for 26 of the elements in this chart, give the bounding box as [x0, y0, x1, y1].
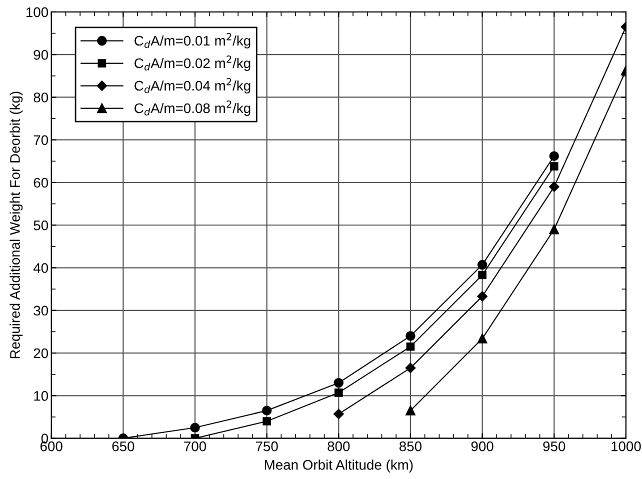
y-axis-title: Required Additional Weight For Deorbit (kg) — [10, 92, 23, 358]
y-tick-label: 0 — [41, 434, 48, 444]
x-tick-label: 900 — [471, 441, 494, 452]
x-tick-label: 1000 — [612, 441, 641, 452]
x-tick-label: 750 — [256, 441, 278, 452]
y-tick-label: 90 — [34, 50, 48, 60]
y-tick-label: 70 — [34, 135, 48, 146]
legend-label: C$_{d}$A/m=0.04 m$^{2}$/kg — [134, 78, 250, 94]
y-tick-label: 60 — [34, 178, 48, 188]
y-tick-label: 50 — [34, 220, 48, 230]
legend-label: C$_{d}$A/m=0.01 m$^{2}$/kg — [134, 33, 250, 48]
y-tick-label: 10 — [34, 390, 48, 401]
legend-label: C$_{d}$A/m=0.08 m$^{2}$/kg — [134, 100, 250, 116]
x-tick-label: 650 — [112, 441, 134, 452]
x-tick-label: 600 — [40, 441, 62, 452]
y-tick-label: 80 — [34, 92, 48, 102]
x-tick-label: 950 — [543, 441, 566, 452]
x-axis-title: Mean Orbit Altitude (km) — [264, 460, 413, 473]
y-tick-label: 30 — [34, 306, 48, 316]
x-tick-label: 700 — [184, 441, 206, 452]
x-tick-label: 850 — [399, 441, 422, 452]
y-tick-label: 40 — [33, 263, 48, 273]
y-tick-label: 20 — [34, 348, 48, 358]
x-tick-label: 800 — [328, 441, 350, 452]
legend-label: C$_{d}$A/m=0.02 m$^{2}$/kg — [134, 56, 250, 71]
y-tick-label: 100 — [26, 7, 48, 18]
